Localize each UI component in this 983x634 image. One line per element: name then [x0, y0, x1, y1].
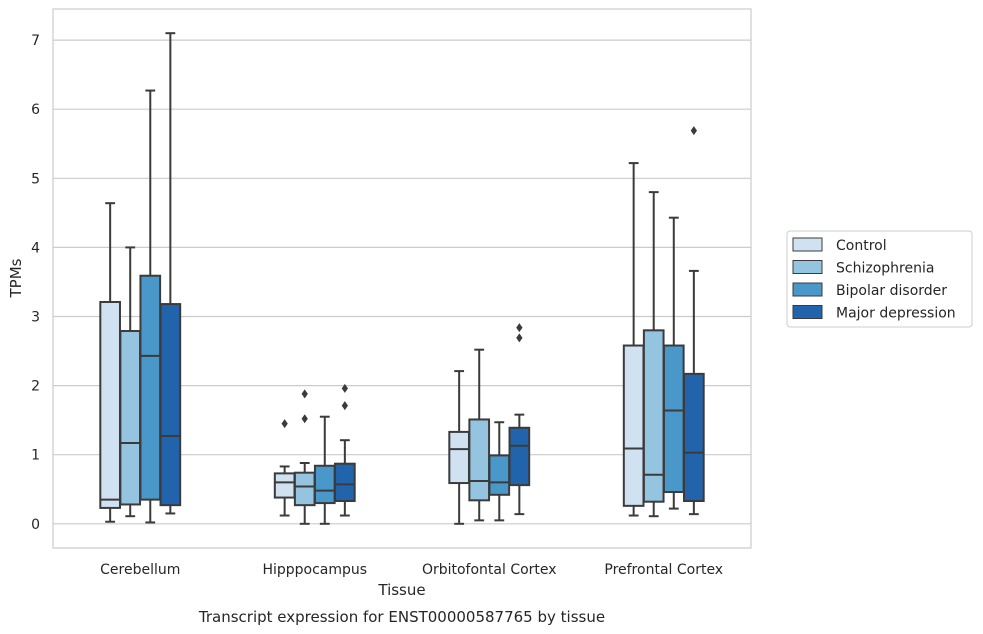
- outlier-point: [301, 414, 308, 424]
- box-body: [488, 454, 511, 496]
- box-0-3: [159, 32, 182, 515]
- box-body: [448, 430, 470, 485]
- box-0-2: [139, 89, 162, 524]
- box-body: [468, 418, 491, 502]
- legend-swatch: [792, 260, 823, 274]
- legend-swatch: [792, 282, 823, 297]
- x-tick-label: Hipppocampus: [262, 562, 367, 578]
- y-axis-label: TPMs: [7, 258, 25, 298]
- box-body: [273, 472, 296, 499]
- box-body: [159, 303, 182, 507]
- legend-label: Control: [836, 238, 887, 254]
- y-tick-label: 5: [31, 171, 40, 187]
- legend-frame: [786, 230, 973, 328]
- outlier-point: [690, 126, 698, 136]
- outlier-point: [341, 383, 349, 393]
- box-body: [119, 330, 142, 506]
- box-body: [622, 344, 645, 507]
- outlier-point: [341, 401, 349, 411]
- box-2-1: [468, 348, 491, 522]
- box-1-3: [334, 383, 356, 517]
- plot-frame: [52, 8, 752, 549]
- box-3-1: [642, 191, 665, 518]
- y-tick-label: 2: [31, 379, 40, 395]
- box-body: [683, 372, 705, 503]
- box-3-3: [683, 126, 705, 516]
- box-1-2: [313, 415, 336, 525]
- legend: Control Schizophrenia Bipolar disorder Majo…: [786, 230, 973, 328]
- box-0-0: [99, 202, 121, 523]
- x-axis-label: Tissue: [377, 581, 425, 599]
- box-3-2: [662, 216, 685, 510]
- box-2-2: [488, 421, 511, 522]
- box-body: [139, 274, 162, 501]
- y-tick-label: 4: [31, 240, 40, 256]
- box-body: [313, 464, 336, 505]
- legend-swatch: [792, 305, 823, 319]
- outlier-point: [516, 333, 523, 343]
- outlier-point: [281, 419, 288, 429]
- x-tick-label: Prefrontal Cortex: [604, 562, 723, 578]
- y-tick-label: 6: [31, 102, 40, 118]
- outlier-point: [301, 389, 308, 399]
- x-tick-label: Cerebellum: [100, 562, 180, 578]
- box-2-0: [448, 370, 470, 525]
- y-tick-label: 3: [31, 310, 40, 326]
- y-tick-label: 0: [31, 517, 40, 533]
- x-tick-label: Orbitofontal Cortex: [422, 562, 557, 578]
- box-body: [334, 462, 356, 503]
- x-axis: Cerebellum Hipppocampus Orbitofontal Corte…: [100, 562, 723, 578]
- box-3-0: [622, 162, 645, 517]
- legend-label: Major depression: [836, 306, 956, 322]
- boxes: [99, 32, 705, 525]
- legend-label: Schizophrenia: [836, 261, 934, 277]
- box-1-0: [273, 419, 296, 517]
- y-tick-label: 1: [31, 448, 40, 464]
- legend-label: Bipolar disorder: [836, 283, 947, 299]
- y-tick-label: 7: [31, 33, 40, 49]
- outlier-point: [516, 323, 523, 333]
- box-0-1: [119, 246, 142, 518]
- legend-swatch: [792, 237, 823, 252]
- box-1-1: [293, 389, 316, 525]
- box-body: [508, 426, 531, 487]
- box-2-3: [508, 323, 531, 516]
- box-body: [293, 471, 316, 507]
- box-body: [662, 344, 685, 494]
- y-axis: 0 1 2 3 4 5 6 7: [31, 33, 40, 533]
- box-body: [99, 300, 121, 509]
- chart-caption: Transcript expression for ENST0000058776…: [198, 608, 605, 626]
- box-body: [642, 329, 665, 503]
